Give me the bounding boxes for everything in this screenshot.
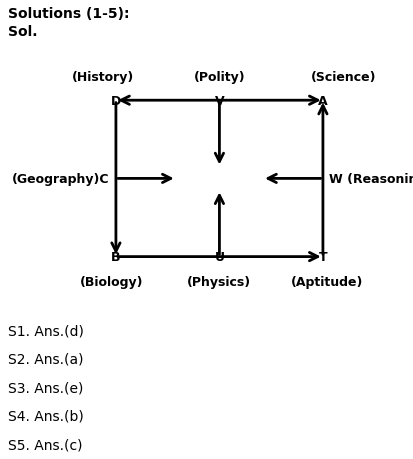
Text: V: V xyxy=(214,95,224,107)
Text: W (Reasoning): W (Reasoning) xyxy=(328,173,413,185)
Text: Sol.: Sol. xyxy=(8,25,38,39)
Text: (Biology): (Biology) xyxy=(80,275,143,288)
Text: S2. Ans.(a): S2. Ans.(a) xyxy=(8,352,83,366)
Text: S5. Ans.(c): S5. Ans.(c) xyxy=(8,437,83,451)
Text: B: B xyxy=(111,251,120,263)
Text: S1. Ans.(d): S1. Ans.(d) xyxy=(8,324,84,337)
Text: D: D xyxy=(111,95,121,107)
Text: Solutions (1-5):: Solutions (1-5): xyxy=(8,7,129,21)
Text: S3. Ans.(e): S3. Ans.(e) xyxy=(8,381,83,394)
Text: (Polity): (Polity) xyxy=(193,71,244,84)
Text: A: A xyxy=(317,95,327,107)
Text: (History): (History) xyxy=(72,71,134,84)
Text: (Aptitude): (Aptitude) xyxy=(290,275,362,288)
Text: (Geography)C: (Geography)C xyxy=(12,173,109,185)
Text: T: T xyxy=(318,251,326,263)
Text: (Physics): (Physics) xyxy=(187,275,251,288)
Text: (Science): (Science) xyxy=(310,71,375,84)
Text: U: U xyxy=(214,251,224,263)
Text: S4. Ans.(b): S4. Ans.(b) xyxy=(8,409,84,423)
